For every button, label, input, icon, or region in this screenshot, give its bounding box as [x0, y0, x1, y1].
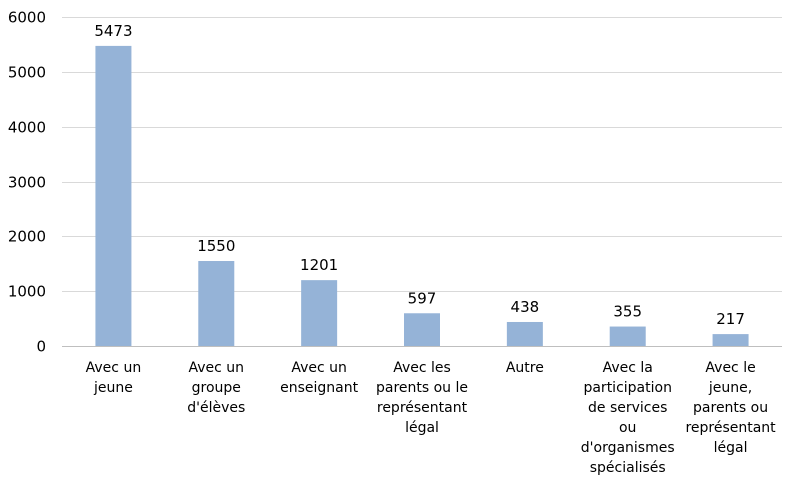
- category-label-line: d'organismes: [581, 440, 675, 456]
- category-label-line: d'élèves: [187, 400, 245, 416]
- data-label: 217: [716, 310, 745, 328]
- bar: [301, 280, 338, 346]
- category-label-line: Avec le: [705, 360, 755, 376]
- y-tick-label: 1000: [8, 283, 46, 301]
- category-label-line: légal: [714, 440, 748, 456]
- data-label: 438: [511, 298, 540, 316]
- bar: [712, 334, 749, 346]
- category-label-line: Avec un: [86, 360, 142, 376]
- y-axis-tick-labels: 0 1000 2000 3000 4000 5000 6000: [8, 9, 46, 356]
- data-label: 1550: [197, 237, 235, 255]
- category-label-line: parents ou le: [376, 380, 468, 396]
- y-tick-label: 6000: [8, 9, 46, 27]
- y-tick-label: 2000: [8, 228, 46, 246]
- y-tick-label: 4000: [8, 119, 46, 137]
- bar: [506, 321, 543, 346]
- category-label-line: représentant: [685, 420, 776, 436]
- category-label-line: Avec la: [603, 360, 653, 376]
- category-label: Autre: [506, 360, 544, 376]
- category-label-line: jeune,: [708, 380, 752, 396]
- category-label-line: Avec les: [393, 360, 451, 376]
- bar: [404, 313, 440, 346]
- category-label-line: ou: [619, 420, 636, 436]
- y-tick-label: 3000: [8, 174, 46, 192]
- category-label-line: Autre: [506, 360, 544, 376]
- category-label: Avec la participation de services ou d'organ…: [581, 360, 675, 476]
- category-label-line: représentant: [377, 400, 468, 416]
- category-label-line: de services: [588, 400, 667, 416]
- y-tick-label: 0: [36, 338, 46, 356]
- data-label: 1201: [300, 256, 338, 274]
- data-labels: 5473 1550 1201 597 438 355 217: [94, 22, 745, 328]
- category-label-line: groupe: [192, 380, 241, 396]
- data-label: 597: [408, 289, 437, 307]
- gridlines: [62, 17, 782, 347]
- category-label-line: jeune: [93, 380, 133, 396]
- category-label: Avec un groupe d'élèves: [187, 360, 245, 416]
- category-label-line: participation: [583, 380, 671, 396]
- category-label-line: Avec un: [189, 360, 245, 376]
- category-label: Avec un jeune: [86, 360, 142, 396]
- data-label: 5473: [94, 22, 132, 40]
- category-label: Avec un enseignant: [280, 360, 358, 396]
- category-label: Avec les parents ou le représentant légal: [376, 360, 468, 436]
- category-label-line: légal: [405, 420, 439, 436]
- category-label-line: spécialisés: [590, 460, 666, 476]
- bars: [95, 45, 749, 347]
- category-label-line: enseignant: [280, 380, 358, 396]
- category-label-line: parents ou: [693, 400, 768, 416]
- bar: [609, 326, 646, 346]
- bar: [198, 261, 235, 346]
- category-label-line: Avec un: [291, 360, 347, 376]
- category-label: Avec le jeune, parents ou représentant légal: [685, 360, 776, 456]
- data-label: 355: [613, 303, 642, 321]
- y-tick-label: 5000: [8, 64, 46, 82]
- bar: [95, 45, 132, 347]
